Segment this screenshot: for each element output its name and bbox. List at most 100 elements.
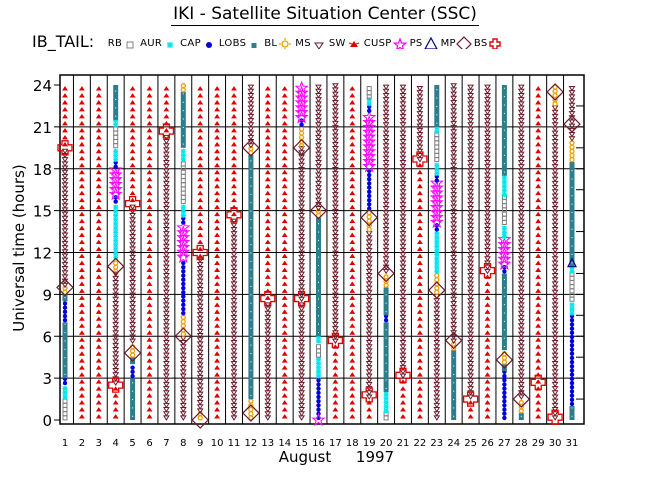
point-sw	[535, 253, 542, 258]
x-tick-label: 29	[532, 438, 545, 449]
point-sw	[416, 386, 423, 391]
point-cap	[502, 386, 507, 391]
segment-lobs-dot	[571, 203, 573, 205]
legend-symbol-shape	[349, 40, 358, 47]
point-sw	[146, 316, 153, 321]
point-sw	[349, 246, 356, 252]
point-sw	[332, 386, 339, 391]
point-aur	[113, 217, 119, 223]
magnetopause-marker	[377, 264, 395, 283]
point-sw	[95, 302, 102, 307]
point-sw	[78, 239, 85, 245]
point-sw	[484, 344, 491, 349]
x-tick-label: 4	[113, 438, 119, 449]
legend-open-square-icon	[126, 41, 134, 48]
point-sw	[281, 211, 288, 217]
point-sw	[231, 155, 237, 161]
point-cap	[569, 317, 575, 323]
point-sw	[535, 183, 542, 189]
point-sw	[535, 344, 542, 349]
point-sw	[349, 288, 356, 293]
point-ms	[315, 84, 322, 91]
point-aur	[501, 179, 507, 185]
point-sw	[366, 407, 373, 412]
point-sw	[78, 372, 85, 377]
segment-lobs-dot	[385, 294, 387, 296]
point-sw	[535, 190, 542, 196]
point-sw	[416, 274, 423, 279]
point-sw	[95, 232, 102, 238]
bow-shock-marker	[108, 377, 124, 393]
point-sw	[349, 93, 356, 98]
point-cap	[316, 407, 321, 412]
point-sw	[264, 183, 271, 189]
legend-symbol-shape	[313, 42, 324, 50]
point-cap	[569, 338, 575, 344]
point-sw	[214, 197, 221, 203]
point-cap	[502, 411, 507, 416]
point-sw	[349, 204, 356, 210]
day-column-11	[230, 86, 238, 421]
point-sw	[197, 162, 204, 168]
point-sw	[146, 365, 153, 370]
point-cap	[181, 290, 186, 295]
day-column-19	[362, 85, 377, 419]
point-sw	[535, 197, 542, 203]
segment-lobs-dot	[318, 323, 319, 325]
segment-lobs-dot	[250, 244, 252, 246]
point-sw	[129, 114, 136, 119]
y-tick-label: 3	[42, 370, 52, 388]
point-cap	[569, 397, 575, 402]
point-sw	[214, 155, 221, 161]
point-aur	[316, 360, 321, 366]
point-sw	[214, 344, 221, 349]
point-sw	[95, 141, 102, 147]
point-sw	[400, 393, 406, 398]
point-sw	[95, 86, 102, 91]
day-column-13	[264, 86, 272, 421]
point-sw	[95, 379, 102, 384]
point-sw	[281, 323, 288, 328]
point-sw	[349, 169, 356, 175]
legend-symbol-shape	[392, 36, 407, 51]
bow-shock-marker	[547, 409, 563, 425]
magnetopause-marker	[546, 83, 564, 101]
point-sw	[95, 386, 102, 391]
point-aur	[316, 369, 321, 375]
x-tick-label: 22	[414, 438, 427, 449]
day-column-25	[467, 84, 475, 419]
point-sw	[332, 351, 339, 356]
day-column-30	[551, 84, 559, 421]
point-sw	[535, 169, 542, 175]
point-sw	[214, 232, 221, 238]
point-sw	[78, 358, 85, 363]
point-cap	[434, 227, 439, 232]
point-sw	[281, 372, 288, 377]
point-sw	[535, 323, 542, 328]
x-tick-label: 11	[228, 438, 241, 449]
point-sw	[535, 309, 542, 314]
point-cap	[181, 294, 186, 299]
point-sw	[78, 393, 85, 398]
point-sw	[163, 127, 170, 133]
segment-lobs-dot	[503, 346, 505, 348]
point-sw	[78, 400, 85, 405]
legend-label: AUR	[140, 37, 163, 49]
point-sw	[281, 344, 288, 349]
point-sw	[95, 295, 102, 300]
point-aur	[316, 373, 321, 379]
point-sw	[214, 260, 221, 265]
segment-lobs-dot	[571, 186, 573, 188]
legend-label: MP	[440, 37, 456, 49]
point-sw	[535, 400, 542, 405]
point-sw	[214, 337, 221, 342]
point-sw	[214, 302, 221, 307]
point-sw	[129, 120, 136, 126]
point-aur	[62, 394, 68, 400]
point-ps	[429, 175, 444, 190]
segment-lobs	[569, 161, 575, 267]
legend-label: LOBS	[218, 37, 247, 49]
segment-lobs-dot	[115, 90, 117, 92]
point-bl	[248, 398, 254, 404]
point-sw	[197, 120, 204, 126]
